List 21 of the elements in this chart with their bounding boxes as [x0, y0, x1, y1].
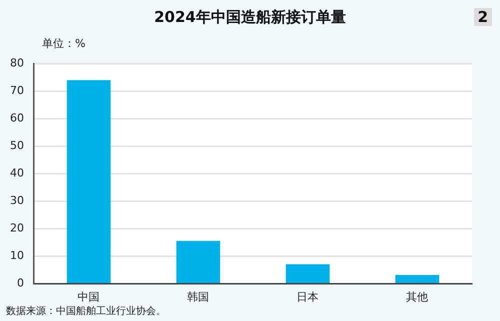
bar: [176, 240, 220, 284]
y-tick-label: 0: [16, 276, 24, 290]
bar: [66, 80, 111, 284]
chart-title: 2024年中国造船新接订单量: [154, 8, 346, 26]
y-tick-label: 80: [10, 56, 24, 70]
y-tick-label: 10: [10, 249, 24, 262]
y-tick-label: 20: [10, 222, 24, 235]
y-tick-label: 50: [10, 139, 24, 152]
y-tick-label: 70: [10, 84, 24, 97]
bar: [286, 264, 330, 284]
text: 2: [474, 8, 492, 26]
y-tick-label: 30: [10, 194, 24, 208]
x-tick-label: 中国: [78, 290, 100, 304]
source-note: 数据来源：中国船舶工业行业协会。: [6, 304, 166, 318]
x-tick-label: 韩国: [187, 290, 210, 304]
y-axis-title: 单位：%: [42, 36, 86, 51]
x-tick-label: 其他: [406, 290, 428, 304]
bar: [395, 274, 440, 284]
y-tick-label: 60: [10, 112, 24, 125]
y-tick-label: 40: [10, 166, 24, 180]
x-tick-label: 日本: [296, 290, 319, 304]
